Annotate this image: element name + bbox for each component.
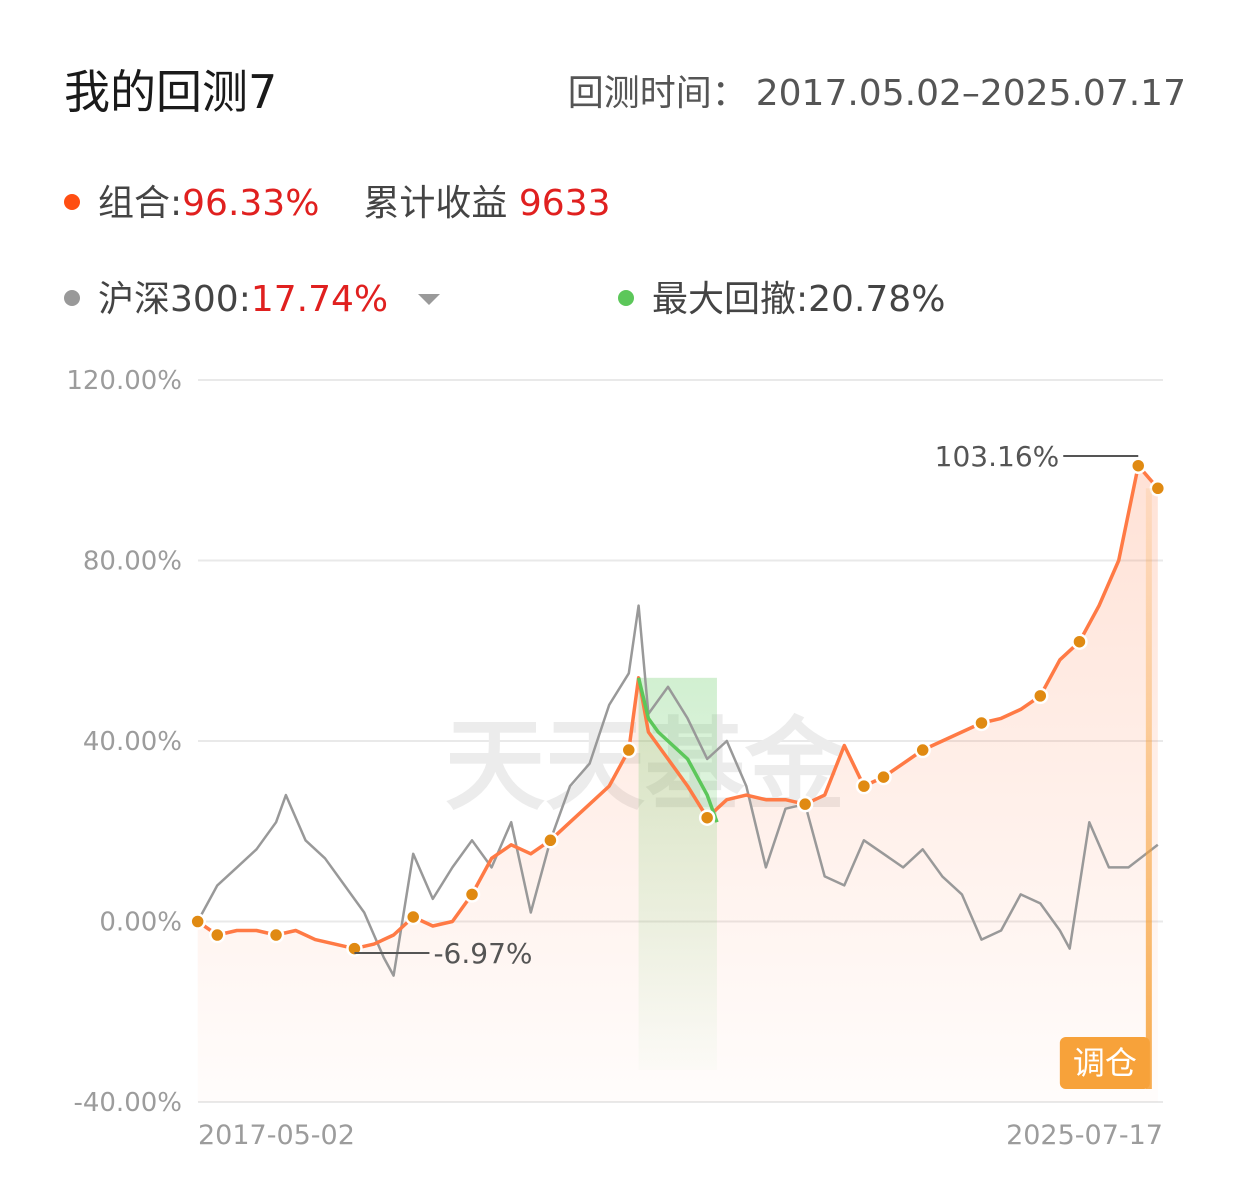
benchmark-label: 沪深300:: [98, 279, 251, 320]
rebalance-marker: [542, 832, 559, 849]
rebalance-marker: [463, 886, 481, 903]
page-title: 我的回测7: [64, 65, 278, 119]
x-tick-label: 2017-05-02: [198, 1120, 355, 1151]
benchmark-legend[interactable]: 沪深300:17.74%: [64, 270, 441, 322]
rebalance-marker: [973, 714, 990, 732]
y-tick-label: 120.00%: [66, 366, 182, 396]
portfolio-value: 96.33%: [182, 183, 320, 224]
rebalance-label: 调仓: [1073, 1044, 1137, 1082]
drawdown-value: 20.78%: [808, 279, 946, 320]
drawdown-band: [638, 677, 717, 1070]
drawdown-label: 最大回撤:: [652, 279, 809, 320]
rebalance-button[interactable]: 调仓: [1059, 488, 1152, 1089]
rebalance-marker: [1149, 480, 1167, 497]
rebalance-marker: [698, 809, 716, 826]
cumulative-label: 累计收益: [363, 183, 508, 224]
rebalance-marker: [875, 768, 892, 786]
rebalance-bar: [1145, 488, 1152, 1089]
drawdown-legend: 最大回撤:20.78%: [618, 270, 945, 322]
portfolio-legend: 组合:96.33% 累计收益 9633: [64, 174, 611, 226]
period-value: 2017.05.02–2025.07.17: [755, 73, 1186, 114]
rebalance-box: [1059, 1037, 1150, 1089]
min-annotation-label: -6.97%: [433, 937, 532, 970]
rebalance-marker: [1032, 687, 1049, 705]
rebalance-marker: [855, 777, 873, 795]
benchmark-value: 17.74%: [250, 279, 389, 320]
rebalance-marker: [620, 741, 638, 759]
cumulative-value: 9633: [518, 183, 611, 224]
rebalance-marker: [1071, 633, 1088, 650]
rebalance-marker: [189, 913, 206, 930]
period-label: 回测时间：: [567, 73, 748, 114]
y-tick-label: 0.00%: [99, 908, 182, 938]
x-tick-label: 2025-07-17: [1006, 1120, 1163, 1151]
benchmark-line: [196, 604, 1159, 977]
benchmark-dot: [64, 290, 80, 306]
y-tick-label: 40.00%: [83, 727, 182, 757]
rebalance-marker: [914, 741, 931, 759]
rebalance-marker: [796, 795, 814, 813]
drawdown-dot: [618, 290, 634, 306]
backtest-period: 回测时间： 2017.05.02–2025.07.17: [568, 64, 1186, 116]
rebalance-marker: [267, 926, 285, 944]
benchmark-dropdown-icon[interactable]: [418, 293, 441, 305]
drawdown-line: [636, 677, 719, 823]
max-annotation-label: 103.16%: [935, 440, 1060, 473]
y-tick-label: 80.00%: [83, 547, 182, 577]
portfolio-dot: [64, 194, 80, 210]
rebalance-marker: [209, 926, 226, 944]
y-tick-label: -40.00%: [73, 1088, 182, 1118]
portfolio-label: 组合:: [98, 183, 183, 224]
rebalance-marker: [1130, 457, 1147, 474]
rebalance-marker: [404, 908, 422, 926]
